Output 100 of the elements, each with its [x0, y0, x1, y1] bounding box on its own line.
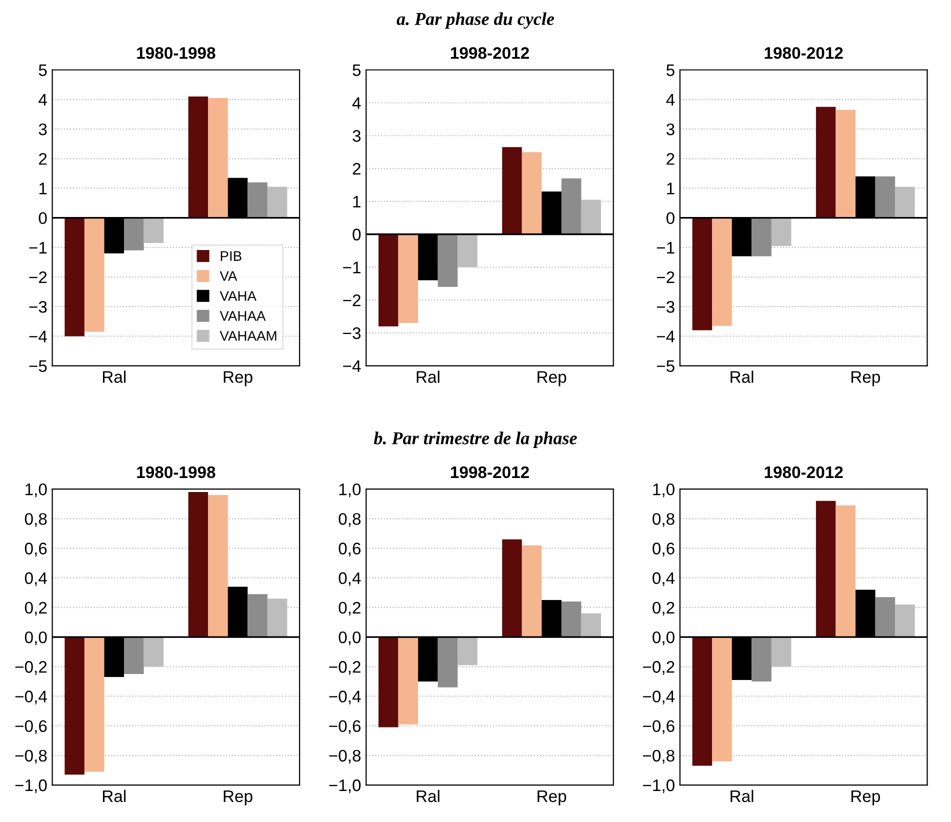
bar — [816, 106, 836, 218]
bar — [378, 234, 398, 326]
y-tick-label: −4 — [29, 330, 47, 342]
y-tick-label: 1 — [353, 196, 360, 208]
bar — [188, 96, 208, 218]
y-tick-label: 4 — [352, 97, 361, 109]
y-tick-label: −3 — [29, 301, 47, 313]
y-tick-label: −0,6 — [643, 720, 674, 734]
bar — [84, 218, 104, 332]
y-tick-label: 5 — [38, 64, 47, 76]
bar — [502, 539, 522, 638]
y-tick-label: 0,0 — [338, 631, 361, 646]
y-tick-label: 0 — [666, 212, 674, 224]
y-tick-label: 0,2 — [652, 602, 674, 616]
legend-label: VAHAA — [220, 311, 266, 321]
chart-title: 1980-2012 — [764, 466, 843, 478]
bar — [208, 495, 228, 638]
y-tick-label: 0 — [352, 228, 361, 240]
y-tick-label: −4 — [656, 330, 675, 342]
text: b. Par trimestre de la phase — [374, 432, 577, 448]
chart-title: 1980-2012 — [764, 47, 843, 59]
y-tick-label: 0,0 — [652, 631, 674, 646]
y-tick-label: 1,0 — [339, 483, 361, 498]
x-tick-label: Rep — [224, 371, 252, 386]
bar — [712, 637, 732, 762]
y-tick-label: −1 — [29, 242, 47, 254]
y-tick-label: −4 — [343, 360, 361, 372]
y-tick-label: 0,6 — [652, 542, 674, 556]
bar — [561, 178, 582, 234]
x-tick-label: Rep — [851, 371, 880, 386]
x-tick-label: Ral — [416, 790, 440, 802]
y-tick-label: −1 — [656, 242, 674, 254]
y-tick-label: −0,8 — [15, 750, 47, 764]
y-tick-label: 0,0 — [24, 631, 47, 646]
chart-title: 1998-2012 — [450, 466, 529, 478]
y-tick-label: 2 — [352, 162, 360, 175]
y-tick-label: 0,4 — [24, 572, 47, 586]
y-tick-label: −0,6 — [15, 720, 47, 734]
x-tick-label: Ral — [730, 790, 754, 802]
legend-label: VA — [220, 271, 238, 281]
y-tick-label: 0,8 — [338, 513, 361, 527]
y-tick-label: −5 — [656, 360, 674, 372]
y-tick-label: 0,2 — [338, 602, 360, 616]
y-tick-label: 3 — [352, 130, 361, 142]
y-tick-label: 3 — [38, 123, 47, 136]
y-tick-label: 1,0 — [26, 483, 47, 498]
y-tick-label: −2 — [656, 271, 674, 284]
bar — [581, 613, 602, 638]
x-tick-label: Rep — [224, 790, 252, 806]
x-tick-label: Ral — [416, 370, 440, 383]
bar — [836, 505, 856, 638]
bar — [144, 218, 164, 243]
bar — [522, 152, 542, 234]
y-tick-label: 0,4 — [338, 572, 361, 586]
y-tick-label: 1,0 — [653, 483, 674, 498]
legend-label: VAHAAM — [220, 331, 276, 341]
bar — [398, 234, 418, 324]
y-tick-label: −0,2 — [15, 661, 47, 675]
y-tick-label: −5 — [29, 360, 47, 372]
y-tick-label: 0,8 — [652, 513, 674, 527]
legend-label: VAHA — [220, 291, 256, 301]
y-tick-label: −0,4 — [329, 690, 361, 704]
bar — [692, 218, 712, 330]
y-tick-label: −0,8 — [643, 750, 674, 764]
y-tick-label: −3 — [656, 301, 674, 313]
bar — [752, 218, 772, 256]
bar — [816, 500, 836, 638]
y-tick-label: 0,4 — [652, 572, 675, 586]
x-tick-label: Rep — [538, 790, 566, 806]
bar — [692, 637, 712, 766]
y-tick-label: 0 — [38, 212, 47, 224]
x-tick-label: Rep — [851, 790, 880, 806]
bar — [438, 637, 458, 688]
y-tick-label: −2 — [29, 271, 47, 284]
y-tick-label: −3 — [343, 327, 361, 340]
x-tick-label: Ral — [102, 370, 126, 383]
y-tick-label: 0,6 — [24, 542, 47, 556]
y-tick-label: 1 — [667, 182, 674, 194]
bar — [712, 218, 732, 326]
bar — [248, 594, 268, 638]
chart-title: 1998-2012 — [450, 47, 529, 59]
bar — [208, 98, 228, 218]
y-tick-label: −1,0 — [329, 779, 361, 794]
y-tick-label: −1,0 — [15, 779, 47, 794]
chart-title: 1980-1998 — [137, 466, 216, 478]
bar — [248, 182, 268, 218]
bar — [875, 597, 896, 638]
bar — [522, 545, 542, 638]
y-tick-label: −1 — [343, 262, 360, 274]
bar — [561, 602, 582, 638]
bar — [438, 234, 458, 287]
y-tick-label: 0,8 — [24, 513, 47, 527]
x-tick-label: Ral — [730, 370, 754, 383]
bar — [64, 637, 84, 775]
y-tick-label: 5 — [352, 64, 361, 76]
y-tick-label: 4 — [38, 94, 47, 106]
bar — [84, 637, 104, 772]
y-tick-label: −0,8 — [329, 750, 361, 764]
y-tick-label: −2 — [343, 294, 360, 306]
legend-label: PIB — [220, 251, 242, 261]
